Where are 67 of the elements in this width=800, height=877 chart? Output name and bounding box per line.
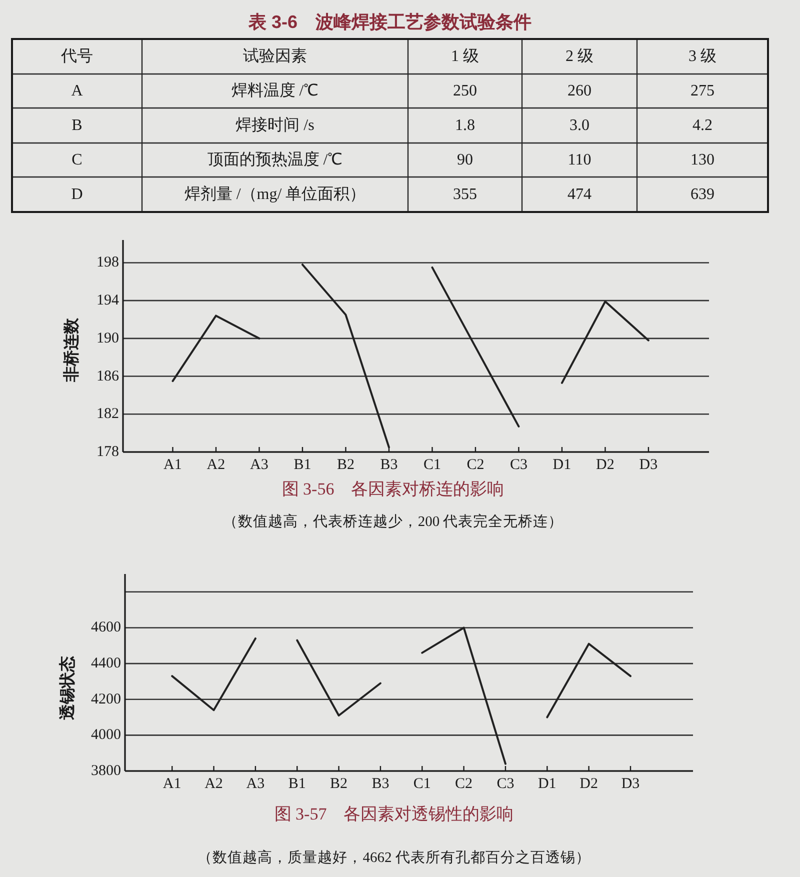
- y-tick-label: 190: [96, 330, 119, 346]
- x-tick-label: B2: [330, 776, 348, 792]
- y-tick-label: 198: [96, 254, 119, 271]
- text: 表 3-6 波峰焊接工艺参数试验条件: [247, 12, 532, 32]
- category-label: 代号: [60, 48, 93, 65]
- y-tick-label: 194: [96, 292, 120, 309]
- category-label: 试验因素: [243, 47, 307, 65]
- text: C: [72, 152, 82, 168]
- category-label: 1 级: [451, 48, 479, 65]
- text: 图 3-57 各因素对透锡性的影响: [274, 804, 514, 824]
- x-tick-label: B2: [336, 457, 354, 473]
- x-tick-label: B3: [380, 457, 398, 473]
- text: 250: [453, 82, 477, 100]
- text: 图 3-56 各因素对桥连的影响: [282, 480, 504, 498]
- text: 焊料温度 /℃: [231, 82, 319, 100]
- y-tick-label: 4400: [91, 656, 121, 672]
- y-tick-label: 178: [96, 444, 119, 460]
- text: A: [71, 82, 83, 100]
- x-tick-label: C3: [496, 776, 514, 792]
- text: 639: [690, 186, 714, 203]
- x-tick-label: D2: [580, 776, 598, 792]
- x-tick-label: B1: [294, 457, 312, 473]
- text: 4.2: [692, 117, 712, 134]
- x-tick-label: B3: [372, 776, 390, 792]
- y-tick-label: 182: [96, 406, 119, 422]
- y-tick-label: 3800: [91, 763, 121, 779]
- text: 275: [690, 82, 714, 100]
- x-tick-label: C2: [466, 457, 484, 473]
- y-tick-label: 4200: [91, 691, 121, 708]
- text: 焊接时间 /s: [236, 117, 314, 134]
- x-tick-label: B1: [288, 776, 306, 792]
- text: 1.8: [455, 117, 475, 134]
- text: 90: [457, 152, 473, 168]
- text: 474: [568, 186, 592, 203]
- text: （数值越高，代表桥连越少，200 代表完全无桥连）: [222, 513, 564, 530]
- text: 焊剂量 /（mg/ 单位面积）: [184, 186, 366, 203]
- y-tick-label: 186: [96, 368, 120, 384]
- x-tick-label: D1: [538, 776, 556, 792]
- x-tick-label: C1: [423, 457, 441, 473]
- y-tick-label: 4000: [91, 727, 121, 744]
- x-tick-label: A1: [164, 457, 182, 473]
- text: 110: [568, 152, 592, 168]
- x-tick-label: D2: [596, 457, 614, 473]
- y-axis-title: 透锡状态: [58, 656, 76, 721]
- text: 260: [568, 82, 592, 100]
- x-tick-label: D3: [621, 776, 640, 792]
- x-tick-label: C1: [413, 776, 431, 792]
- y-axis-title: 非桥连数: [62, 317, 80, 383]
- category-label: 2 级: [566, 48, 594, 65]
- category-label: 3 级: [688, 48, 716, 65]
- text: 3.0: [570, 117, 590, 134]
- x-tick-label: A3: [246, 776, 265, 792]
- text: （数值越高，质量越好，4662 代表所有孔都百分之百透锡）: [198, 849, 590, 866]
- text: B: [72, 117, 82, 134]
- x-tick-label: D3: [639, 457, 658, 473]
- x-tick-label: A1: [162, 776, 182, 792]
- text: 355: [453, 186, 477, 203]
- x-tick-label: A2: [206, 457, 226, 473]
- x-tick-label: A2: [204, 776, 223, 792]
- x-tick-label: A3: [250, 457, 268, 473]
- text: 130: [690, 152, 714, 168]
- text: D: [71, 186, 83, 203]
- x-tick-label: D1: [552, 457, 572, 473]
- y-tick-label: 4600: [91, 620, 121, 636]
- text: 顶面的预热温度 /℃: [207, 152, 343, 168]
- x-tick-label: C2: [455, 776, 473, 792]
- x-tick-label: C3: [510, 457, 528, 473]
